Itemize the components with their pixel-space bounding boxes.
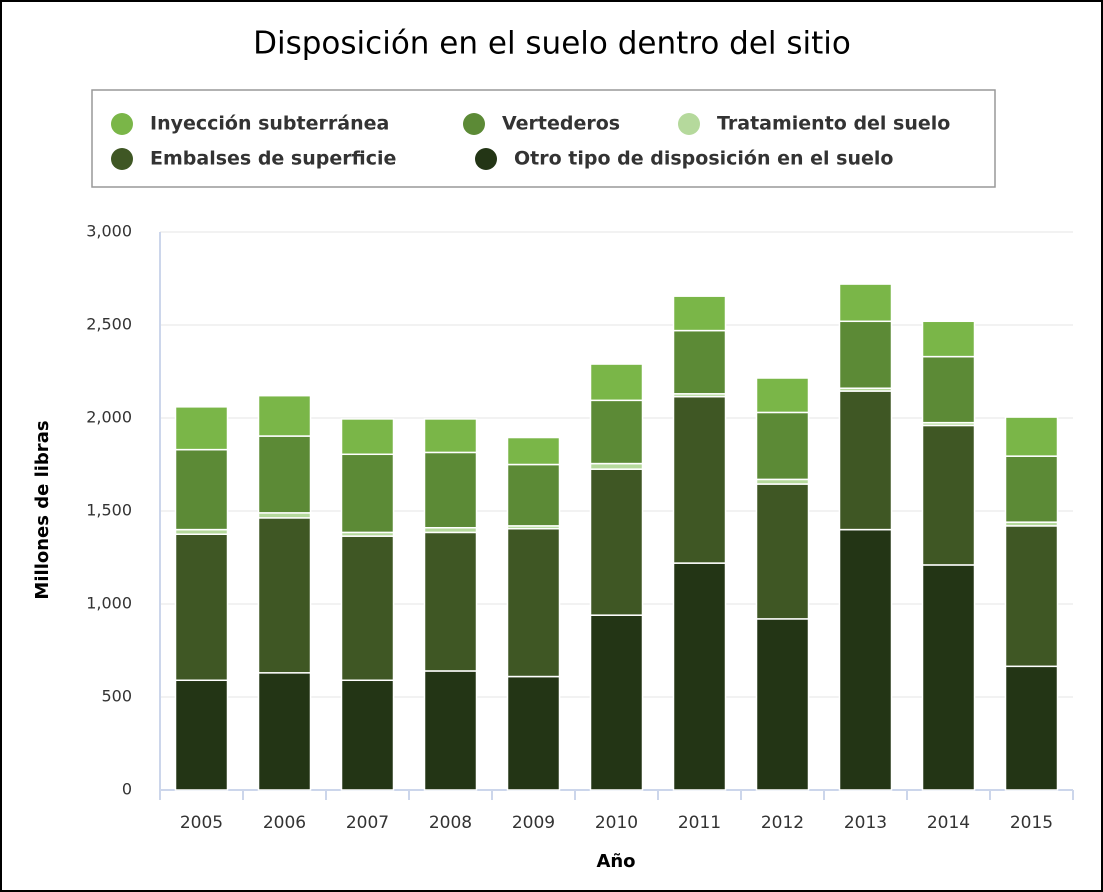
- bar-segment: [506, 527, 561, 678]
- bar-segment: [838, 528, 893, 791]
- bar-segment: [174, 533, 229, 682]
- x-tick-label: 2012: [761, 813, 804, 833]
- bar-segment: [257, 517, 312, 674]
- x-tick-label: 2009: [512, 813, 555, 833]
- bar-segment: [672, 395, 727, 564]
- bar-segment: [340, 535, 395, 682]
- bar-segment: [589, 462, 644, 470]
- legend-label: Inyección subterránea: [150, 113, 389, 135]
- bar-segment: [506, 675, 561, 791]
- bar-segment: [174, 406, 229, 451]
- bar-segment: [1004, 455, 1059, 523]
- bar-segment: [838, 320, 893, 389]
- bar-segment: [838, 390, 893, 531]
- legend-marker: [111, 148, 133, 170]
- bar-segment: [257, 394, 312, 437]
- x-tick-label: 2013: [844, 813, 887, 833]
- bar-segment: [423, 418, 478, 454]
- bar-segment: [1004, 525, 1059, 668]
- bar-segment: [589, 363, 644, 402]
- legend-label: Vertederos: [502, 113, 620, 135]
- legend-marker: [475, 148, 497, 170]
- bar-segment: [755, 411, 810, 481]
- legend-marker: [678, 113, 700, 135]
- y-tick-label: 2,500: [86, 315, 132, 334]
- x-tick-label: 2015: [1010, 813, 1053, 833]
- y-tick-label: 1,500: [86, 501, 132, 520]
- bar-segment: [921, 564, 976, 791]
- bar-segment: [1004, 416, 1059, 457]
- bar-segment: [340, 453, 395, 534]
- chart-title: Disposición en el suelo dentro del sitio: [253, 26, 851, 62]
- y-tick-label: 2,000: [86, 408, 132, 427]
- bar-segment: [423, 670, 478, 791]
- bar-segment: [257, 672, 312, 791]
- bar-segment: [589, 614, 644, 791]
- y-tick-label: 0: [122, 780, 132, 799]
- bar-segment: [755, 618, 810, 791]
- x-tick-label: 2007: [346, 813, 389, 833]
- bar-segment: [506, 436, 561, 466]
- legend-marker: [111, 113, 133, 135]
- legend-box: [91, 89, 996, 188]
- bar-segment: [589, 399, 644, 465]
- x-axis-label: Año: [596, 851, 635, 872]
- bar-segment: [672, 562, 727, 791]
- bar-segment: [589, 468, 644, 616]
- bar-segment: [755, 377, 810, 414]
- bar-segment: [257, 435, 312, 514]
- bar-segment: [423, 451, 478, 529]
- bar-segment: [506, 463, 561, 527]
- y-tick-label: 3,000: [86, 222, 132, 241]
- x-tick-label: 2010: [595, 813, 638, 833]
- bar-segment: [672, 295, 727, 332]
- bar-segment: [672, 329, 727, 395]
- legend-marker: [463, 113, 485, 135]
- x-tick-label: 2011: [678, 813, 721, 833]
- bar-segment: [1004, 665, 1059, 791]
- y-axis-label: Millones de libras: [32, 420, 53, 599]
- x-tick-label: 2014: [927, 813, 970, 833]
- bar-segment: [755, 483, 810, 620]
- bar-segment: [921, 424, 976, 566]
- bar-segment: [340, 418, 395, 456]
- x-tick-label: 2008: [429, 813, 472, 833]
- bar-segment: [257, 512, 312, 519]
- bar-segment: [423, 531, 478, 672]
- bar-segment: [340, 679, 395, 791]
- bar-segment: [921, 320, 976, 358]
- x-tick-label: 2005: [180, 813, 223, 833]
- y-tick-label: 500: [101, 687, 132, 706]
- bar-segment: [174, 679, 229, 791]
- bar-segment: [174, 448, 229, 531]
- legend-label: Tratamiento del suelo: [717, 113, 950, 135]
- bar-segment: [921, 355, 976, 424]
- x-tick-label: 2006: [263, 813, 306, 833]
- bar-segment: [838, 283, 893, 323]
- legend-label: Embalses de superficie: [150, 148, 396, 170]
- y-tick-label: 1,000: [86, 594, 132, 613]
- legend-label: Otro tipo de disposición en el suelo: [514, 148, 893, 170]
